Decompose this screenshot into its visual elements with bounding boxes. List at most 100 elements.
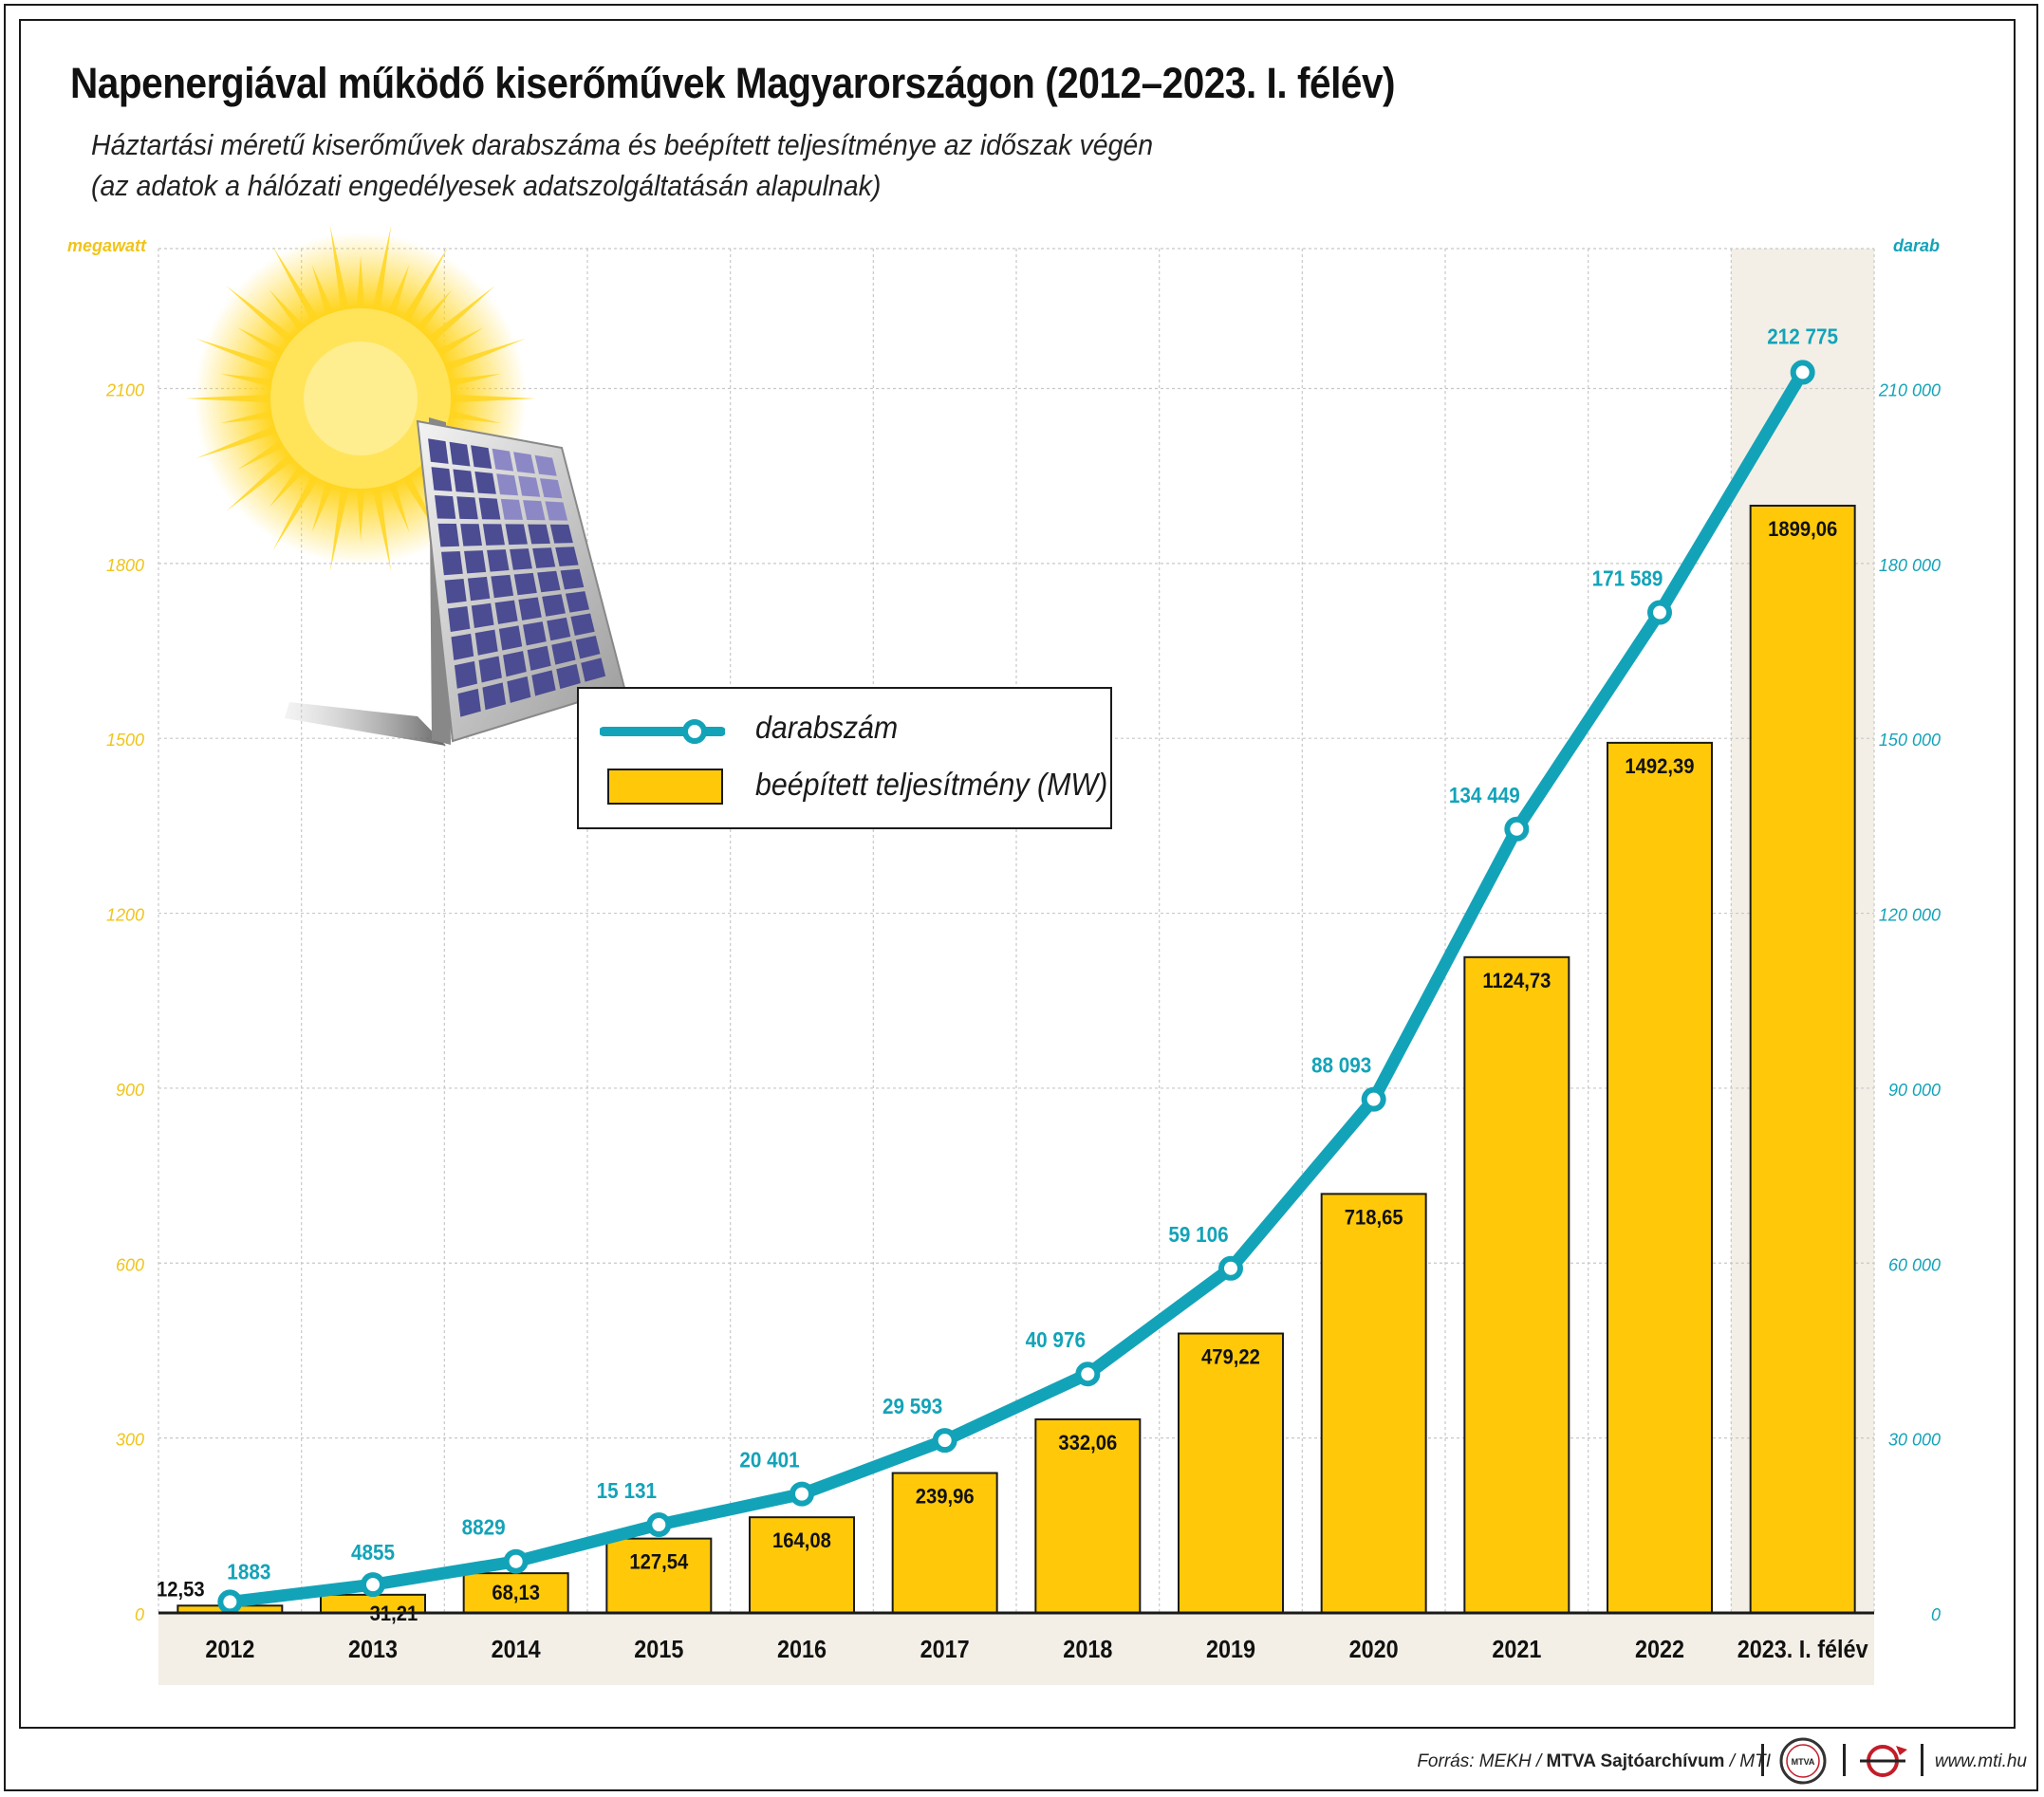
count-point-2015 — [646, 1512, 672, 1538]
panel-cell — [537, 570, 561, 593]
panel-cell — [518, 475, 541, 497]
sun-ray — [422, 286, 495, 347]
panel-cell — [549, 524, 573, 544]
sun-ray — [443, 373, 501, 388]
sun-ray — [329, 225, 350, 316]
sun-ray — [432, 327, 484, 360]
panel-cell — [570, 613, 595, 637]
panel-cell — [523, 500, 546, 521]
panel-cell — [556, 663, 581, 690]
sun-ray — [329, 481, 350, 572]
bar-label: 1124,73 — [1482, 970, 1551, 992]
bar-label: 12,53 — [157, 1579, 205, 1602]
source-prefix: Forrás: MEKH / — [1417, 1751, 1547, 1771]
left-tick-label: 900 — [116, 1081, 144, 1100]
sun-ray — [385, 476, 410, 532]
panel-cell — [528, 524, 550, 545]
category-label: 2017 — [920, 1637, 970, 1663]
sun-ray — [226, 286, 299, 347]
bar-label: 718,65 — [1345, 1207, 1403, 1230]
left-tick-label: 1800 — [106, 556, 144, 575]
sun-ray — [220, 373, 278, 388]
panel-cell — [496, 473, 519, 496]
sun-ray — [356, 483, 365, 541]
website-link[interactable]: www.mti.hu — [1934, 1751, 2027, 1771]
category-label: 2016 — [777, 1637, 827, 1663]
panel-cell — [498, 625, 523, 651]
source-suffix: / MTI — [1724, 1751, 1771, 1771]
sun-ray — [356, 256, 365, 314]
category-axis-band — [158, 1613, 1874, 1685]
panel-cell — [460, 524, 482, 547]
count-point-2012 — [217, 1589, 243, 1615]
sun-ray — [272, 246, 322, 327]
count-point-2020 — [1361, 1086, 1386, 1112]
panel-cell — [482, 524, 505, 546]
bar-2018 — [1034, 1417, 1142, 1615]
sun-ray — [412, 289, 453, 337]
sun-ray — [385, 265, 410, 321]
source-archive: MTVA Sajtóarchívum — [1546, 1751, 1725, 1771]
right-tick-label: 180 000 — [1879, 556, 1941, 575]
count-point-2018 — [1075, 1362, 1101, 1387]
right-tick-label: 120 000 — [1879, 906, 1941, 925]
sun-ray — [445, 394, 536, 403]
panel-cell — [487, 549, 510, 572]
panel-cell — [457, 688, 481, 717]
count-label: 59 106 — [1168, 1222, 1228, 1247]
count-label: 20 401 — [739, 1448, 799, 1473]
panel-cell — [471, 602, 494, 628]
separator — [1843, 1744, 1846, 1776]
count-point-2021 — [1504, 816, 1530, 842]
right-tick-label: 30 000 — [1888, 1431, 1941, 1450]
sun-ray — [269, 460, 309, 508]
bar-label: 127,54 — [629, 1551, 688, 1574]
panel-cell — [539, 478, 563, 499]
panel-cell — [513, 452, 535, 474]
bar-label: 68,13 — [492, 1582, 540, 1604]
sun-ray — [443, 409, 501, 424]
sun-ray — [237, 437, 289, 470]
bar-2014 — [462, 1572, 569, 1615]
page-title: Napenergiával működő kiserőművek Magyaro… — [70, 59, 1396, 107]
sun-ray — [226, 450, 299, 511]
panel-cell — [494, 600, 518, 624]
left-tick-label: 300 — [116, 1431, 144, 1450]
panel-cell — [505, 524, 528, 546]
footer: Forrás: MEKH / MTVA Sajtóarchívum / MTI … — [0, 1731, 2044, 1791]
count-label: 4855 — [351, 1540, 395, 1565]
bar-2022 — [1607, 741, 1713, 1614]
outer-frame — [4, 4, 2038, 1791]
bar-label: 239,96 — [916, 1486, 975, 1509]
category-label: 2019 — [1206, 1637, 1255, 1663]
mti-logo-icon — [1860, 1745, 1907, 1777]
legend-line-label: darabszám — [755, 710, 899, 745]
mtva-logo-text: MTVA — [1792, 1757, 1815, 1767]
left-tick-label: 0 — [135, 1605, 144, 1624]
count-label: 134 449 — [1449, 783, 1520, 807]
bar-label: 332,06 — [1058, 1432, 1117, 1454]
left-tick-label: 600 — [116, 1255, 144, 1274]
panel-cell — [532, 547, 556, 568]
left-tick-label: 2100 — [105, 380, 144, 399]
panel-cell — [555, 547, 579, 567]
panel-cell — [451, 633, 474, 660]
panel-cell — [456, 496, 478, 520]
sun-ray — [220, 409, 278, 424]
panel-cell — [428, 438, 449, 464]
panel-cell — [444, 578, 467, 604]
sun-ray — [400, 246, 449, 327]
left-tick-label: 1200 — [106, 906, 144, 925]
panel-cell — [474, 471, 496, 494]
category-label: 2023. I. félév — [1737, 1637, 1868, 1663]
count-point-2016 — [790, 1481, 814, 1507]
sun-ray — [272, 470, 322, 551]
bar-2019 — [1178, 1332, 1284, 1615]
count-point-2023. I. félév — [1790, 360, 1815, 385]
right-tick-label: 0 — [1931, 1605, 1941, 1624]
separator — [1761, 1744, 1764, 1776]
right-tick-label: 150 000 — [1879, 731, 1941, 750]
left-tick-label: 1500 — [106, 731, 144, 750]
subtitle-line-1: Háztartási méretű kiserőművek darabszáma… — [91, 128, 1154, 161]
bar-2023. I. félév — [1749, 504, 1856, 1614]
